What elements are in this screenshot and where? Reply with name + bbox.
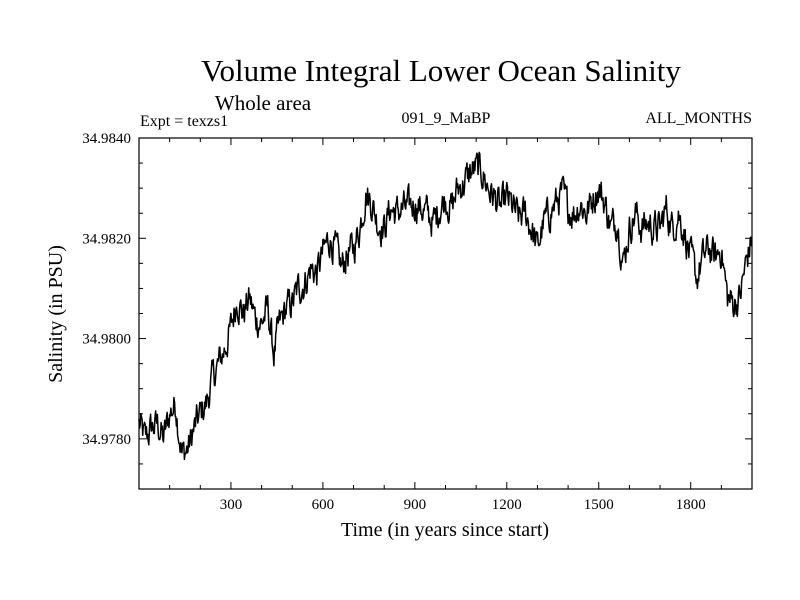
- y-tick-label: 34.9800: [82, 332, 131, 348]
- series-line: [138, 151, 753, 461]
- chart-title: Volume Integral Lower Ocean Salinity: [201, 53, 681, 88]
- x-tick-label: 1800: [676, 497, 706, 513]
- y-axis-label: Salinity (in PSU): [45, 245, 67, 383]
- chart-subtitle: Whole area: [215, 91, 312, 115]
- axis-ticks: 300 600 900 1200 1500 1800 34.9780 34.9800 34.98…: [82, 131, 753, 513]
- run-label: 091_9_MaBP: [402, 110, 491, 127]
- x-tick-label: 1500: [584, 497, 614, 513]
- x-tick-label: 600: [312, 497, 335, 513]
- y-tick-label: 34.9780: [82, 432, 131, 448]
- x-tick-label: 900: [404, 497, 427, 513]
- y-tick-label: 34.9840: [82, 131, 131, 147]
- x-axis-label: Time (in years since start): [341, 519, 549, 541]
- months-label: ALL_MONTHS: [645, 110, 752, 127]
- y-tick-label: 34.9820: [82, 231, 131, 247]
- expt-label: Expt = texzs1: [140, 113, 228, 130]
- series-layer: [138, 151, 753, 461]
- x-tick-label: 300: [220, 497, 243, 513]
- x-tick-label: 1200: [492, 497, 522, 513]
